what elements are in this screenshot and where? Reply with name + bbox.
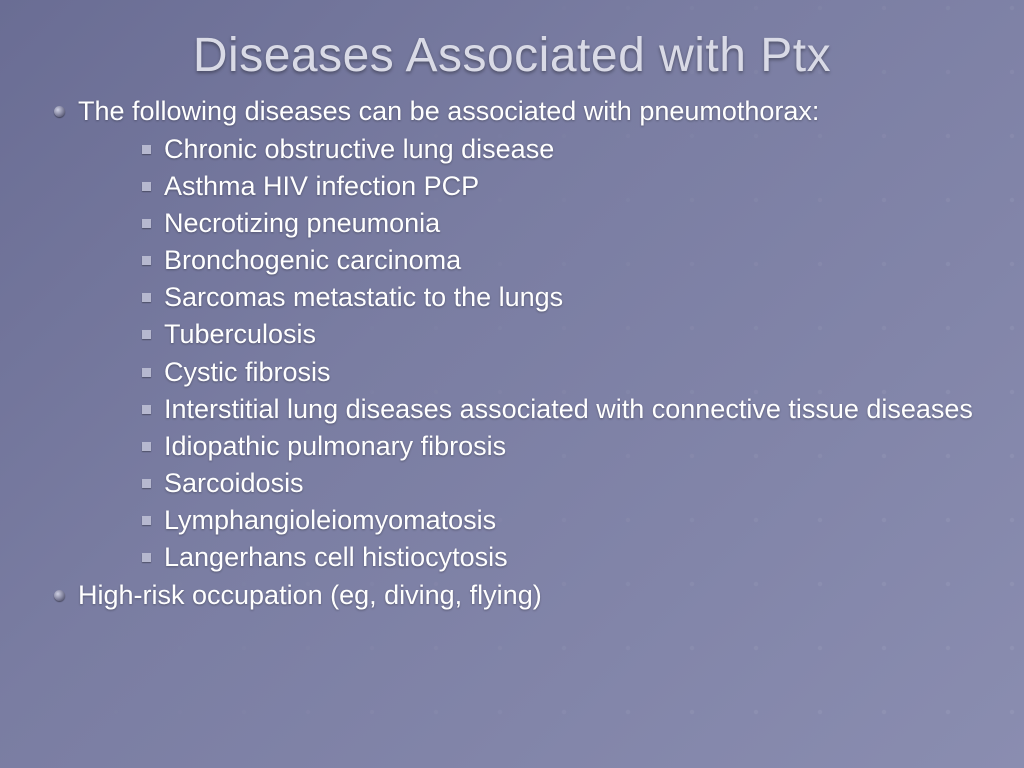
- slide-title: Diseases Associated with Ptx: [48, 28, 976, 83]
- bullet-text: Interstitial lung diseases associated wi…: [164, 394, 973, 424]
- list-item: Necrotizing pneumonia: [138, 206, 976, 241]
- bullet-list-level2: Chronic obstructive lung disease Asthma …: [78, 132, 976, 575]
- bullet-text: Chronic obstructive lung disease: [164, 134, 554, 164]
- slide-container: Diseases Associated with Ptx The followi…: [0, 0, 1024, 768]
- list-item: Asthma HIV infection PCP: [138, 169, 976, 204]
- list-item: Bronchogenic carcinoma: [138, 243, 976, 278]
- list-item: Lymphangioleiomyomatosis: [138, 503, 976, 538]
- list-item: Sarcomas metastatic to the lungs: [138, 280, 976, 315]
- bullet-text: Bronchogenic carcinoma: [164, 245, 461, 275]
- list-item: Sarcoidosis: [138, 466, 976, 501]
- bullet-text: The following diseases can be associated…: [78, 96, 819, 126]
- bullet-text: Sarcomas metastatic to the lungs: [164, 282, 563, 312]
- bullet-text: Asthma HIV infection PCP: [164, 171, 479, 201]
- bullet-text: Sarcoidosis: [164, 468, 304, 498]
- list-item: Chronic obstructive lung disease: [138, 132, 976, 167]
- bullet-text: Langerhans cell histiocytosis: [164, 542, 508, 572]
- list-item: The following diseases can be associated…: [48, 95, 976, 575]
- bullet-text: Tuberculosis: [164, 319, 316, 349]
- bullet-text: Cystic fibrosis: [164, 357, 331, 387]
- list-item: Cystic fibrosis: [138, 355, 976, 390]
- list-item: Tuberculosis: [138, 317, 976, 352]
- bullet-text: High-risk occupation (eg, diving, flying…: [78, 580, 542, 610]
- list-item: Idiopathic pulmonary fibrosis: [138, 429, 976, 464]
- list-item: High-risk occupation (eg, diving, flying…: [48, 579, 976, 612]
- bullet-text: Necrotizing pneumonia: [164, 208, 440, 238]
- list-item: Langerhans cell histiocytosis: [138, 540, 976, 575]
- bullet-list-level1: The following diseases can be associated…: [48, 95, 976, 612]
- list-item: Interstitial lung diseases associated wi…: [138, 392, 976, 427]
- bullet-text: Lymphangioleiomyomatosis: [164, 505, 496, 535]
- bullet-text: Idiopathic pulmonary fibrosis: [164, 431, 506, 461]
